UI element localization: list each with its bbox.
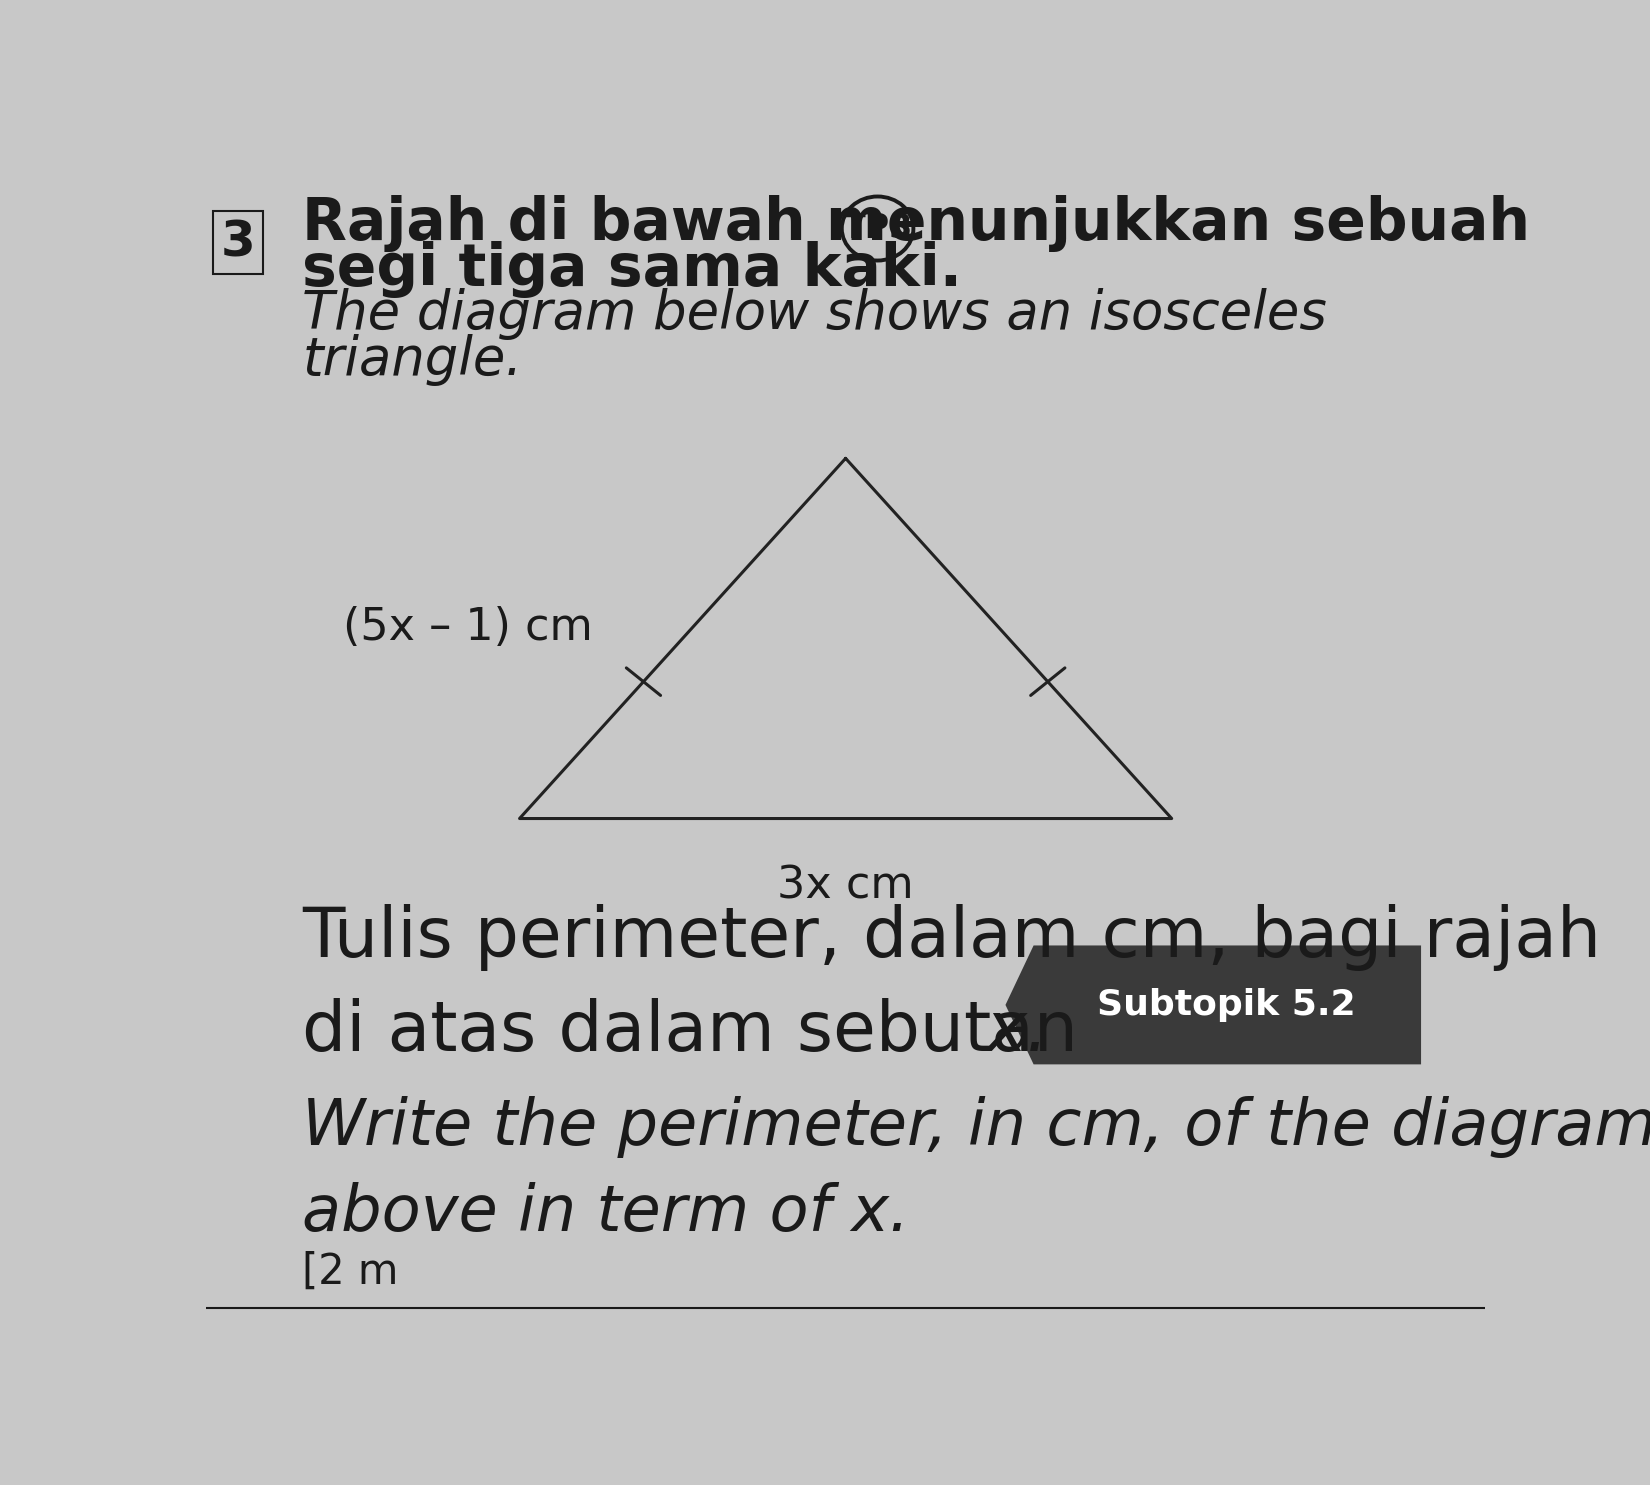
Text: above in term of x.: above in term of x. bbox=[302, 1182, 909, 1244]
Text: TP3: TP3 bbox=[843, 212, 912, 245]
Text: di atas dalam sebutan: di atas dalam sebutan bbox=[302, 998, 1101, 1065]
Text: Subtopik 5.2: Subtopik 5.2 bbox=[1097, 988, 1355, 1022]
Text: 3: 3 bbox=[221, 218, 256, 266]
Text: triangle.: triangle. bbox=[302, 334, 523, 386]
Text: [2 m: [2 m bbox=[302, 1250, 399, 1293]
Text: segi tiga sama kaki.: segi tiga sama kaki. bbox=[302, 241, 962, 298]
Text: x.: x. bbox=[987, 998, 1049, 1065]
Text: The diagram below shows an isosceles: The diagram below shows an isosceles bbox=[302, 288, 1327, 340]
Text: 3x cm: 3x cm bbox=[777, 864, 914, 907]
Text: (5x – 1) cm: (5x – 1) cm bbox=[343, 606, 592, 649]
Text: Write the perimeter, in cm, of the diagram: Write the perimeter, in cm, of the diagr… bbox=[302, 1096, 1650, 1158]
Polygon shape bbox=[1005, 946, 1421, 1065]
Text: Tulis perimeter, dalam cm, bagi rajah: Tulis perimeter, dalam cm, bagi rajah bbox=[302, 904, 1600, 971]
Text: Rajah di bawah menunjukkan sebuah: Rajah di bawah menunjukkan sebuah bbox=[302, 196, 1530, 252]
